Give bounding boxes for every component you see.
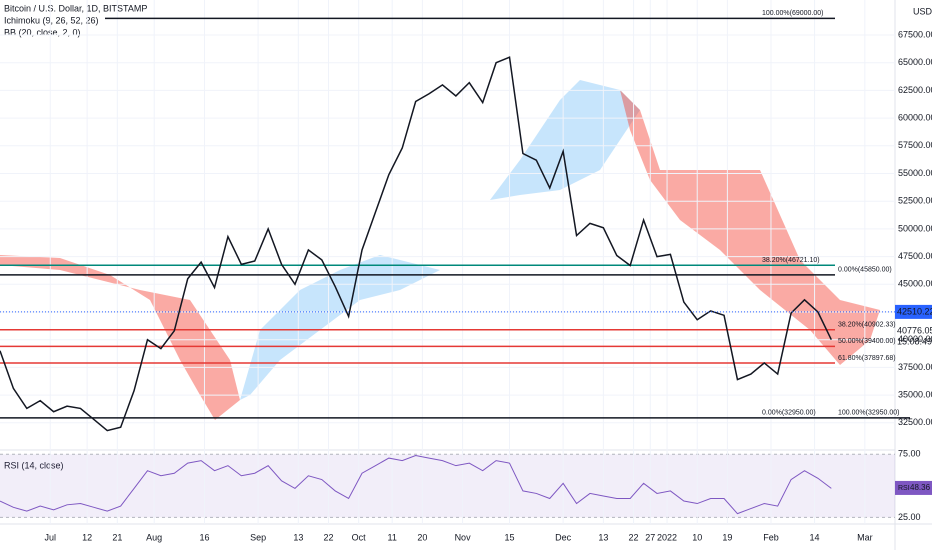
- fib-label: 0.00%(32950.00): [762, 410, 816, 417]
- y-tick-label: 60000.00: [898, 112, 932, 122]
- x-tick-label: 12: [82, 532, 92, 542]
- indicator-legend: Ichimoku (9, 26, 52, 26): [4, 15, 99, 25]
- x-tick-label: 22: [323, 532, 333, 542]
- x-tick-label: 20: [417, 532, 427, 542]
- fib-label: 100.00%(32950.00): [838, 410, 900, 417]
- ichimoku-cloud: [490, 80, 640, 200]
- x-tick-label: 27: [645, 532, 655, 542]
- x-tick-label: Sep: [250, 532, 266, 542]
- rsi-value-label: 48.36: [910, 483, 931, 492]
- y-tick-label: 35000.00: [898, 389, 932, 399]
- rsi-value-box: [895, 480, 932, 495]
- x-tick-label: 21: [112, 532, 122, 542]
- x-tick-label: 13: [598, 532, 608, 542]
- indicator-legend: BB (20, close, 2, 0): [4, 27, 81, 37]
- y-tick-label: 55000.00: [898, 168, 932, 178]
- y-tick-label: 67500.00: [898, 29, 932, 39]
- chart-title: Bitcoin / U.S. Dollar, 1D, BITSTAMP: [4, 3, 147, 13]
- y-tick-label: 62500.00: [898, 85, 932, 95]
- x-tick-label: 2022: [657, 532, 677, 542]
- y-tick-label: 37500.00: [898, 362, 932, 372]
- y-tick-label: 57500.00: [898, 140, 932, 150]
- last-price-label: 42510.22: [897, 306, 932, 316]
- last-price-box: [895, 304, 932, 319]
- y-tick-label: 40000.00: [898, 334, 932, 344]
- y-tick-label: 45000.00: [898, 279, 932, 289]
- x-tick-label: Feb: [763, 532, 779, 542]
- x-tick-label: Nov: [455, 532, 472, 542]
- fib-label: 38.20%(40902.33): [838, 322, 896, 329]
- price-line: [0, 455, 832, 515]
- rsi-name-label: RSI: [898, 485, 910, 492]
- y-tick-label: 32500.00: [898, 417, 932, 427]
- x-tick-label: 11: [388, 532, 397, 542]
- x-tick-label: 22: [629, 532, 639, 542]
- x-tick-label: 10: [692, 532, 702, 542]
- x-tick-label: Oct: [352, 532, 367, 542]
- fib-label: 50.00%(39400.00): [838, 338, 896, 345]
- x-tick-label: Dec: [555, 532, 572, 542]
- price-line: [0, 56, 832, 432]
- y-tick-label: 50000.00: [898, 223, 932, 233]
- mark-price-label: 40776.05: [897, 325, 932, 335]
- rsi-tick-label: 75.00: [898, 449, 921, 459]
- y-tick-label: 47500.00: [898, 251, 932, 261]
- x-tick-label: 16: [199, 532, 209, 542]
- x-tick-label: 14: [810, 532, 820, 542]
- x-tick-label: Jul: [45, 532, 57, 542]
- fib-label: 61.80%(37897.68): [838, 355, 896, 362]
- x-tick-label: 15: [505, 532, 515, 542]
- rsi-band: [0, 454, 895, 518]
- ichimoku-cloud: [0, 255, 240, 420]
- x-tick-label: 13: [293, 532, 303, 542]
- ichimoku-cloud: [240, 255, 440, 400]
- fib-label: 38.20%(46721.10): [762, 257, 820, 264]
- fib-label: 0.00%(45850.00): [838, 267, 892, 274]
- axis-unit: USD: [913, 6, 932, 16]
- countdown-label: 15:08:49: [897, 336, 932, 346]
- y-tick-label: 52500.00: [898, 196, 932, 206]
- x-tick-label: 19: [722, 532, 732, 542]
- x-tick-label: Mar: [857, 532, 873, 542]
- fib-label: 100.00%(69000.00): [762, 10, 824, 17]
- rsi-tick-label: 25.00: [898, 512, 921, 522]
- x-tick-label: Aug: [146, 532, 162, 542]
- y-tick-label: 65000.00: [898, 57, 932, 67]
- rsi-legend: RSI (14, close): [4, 460, 64, 470]
